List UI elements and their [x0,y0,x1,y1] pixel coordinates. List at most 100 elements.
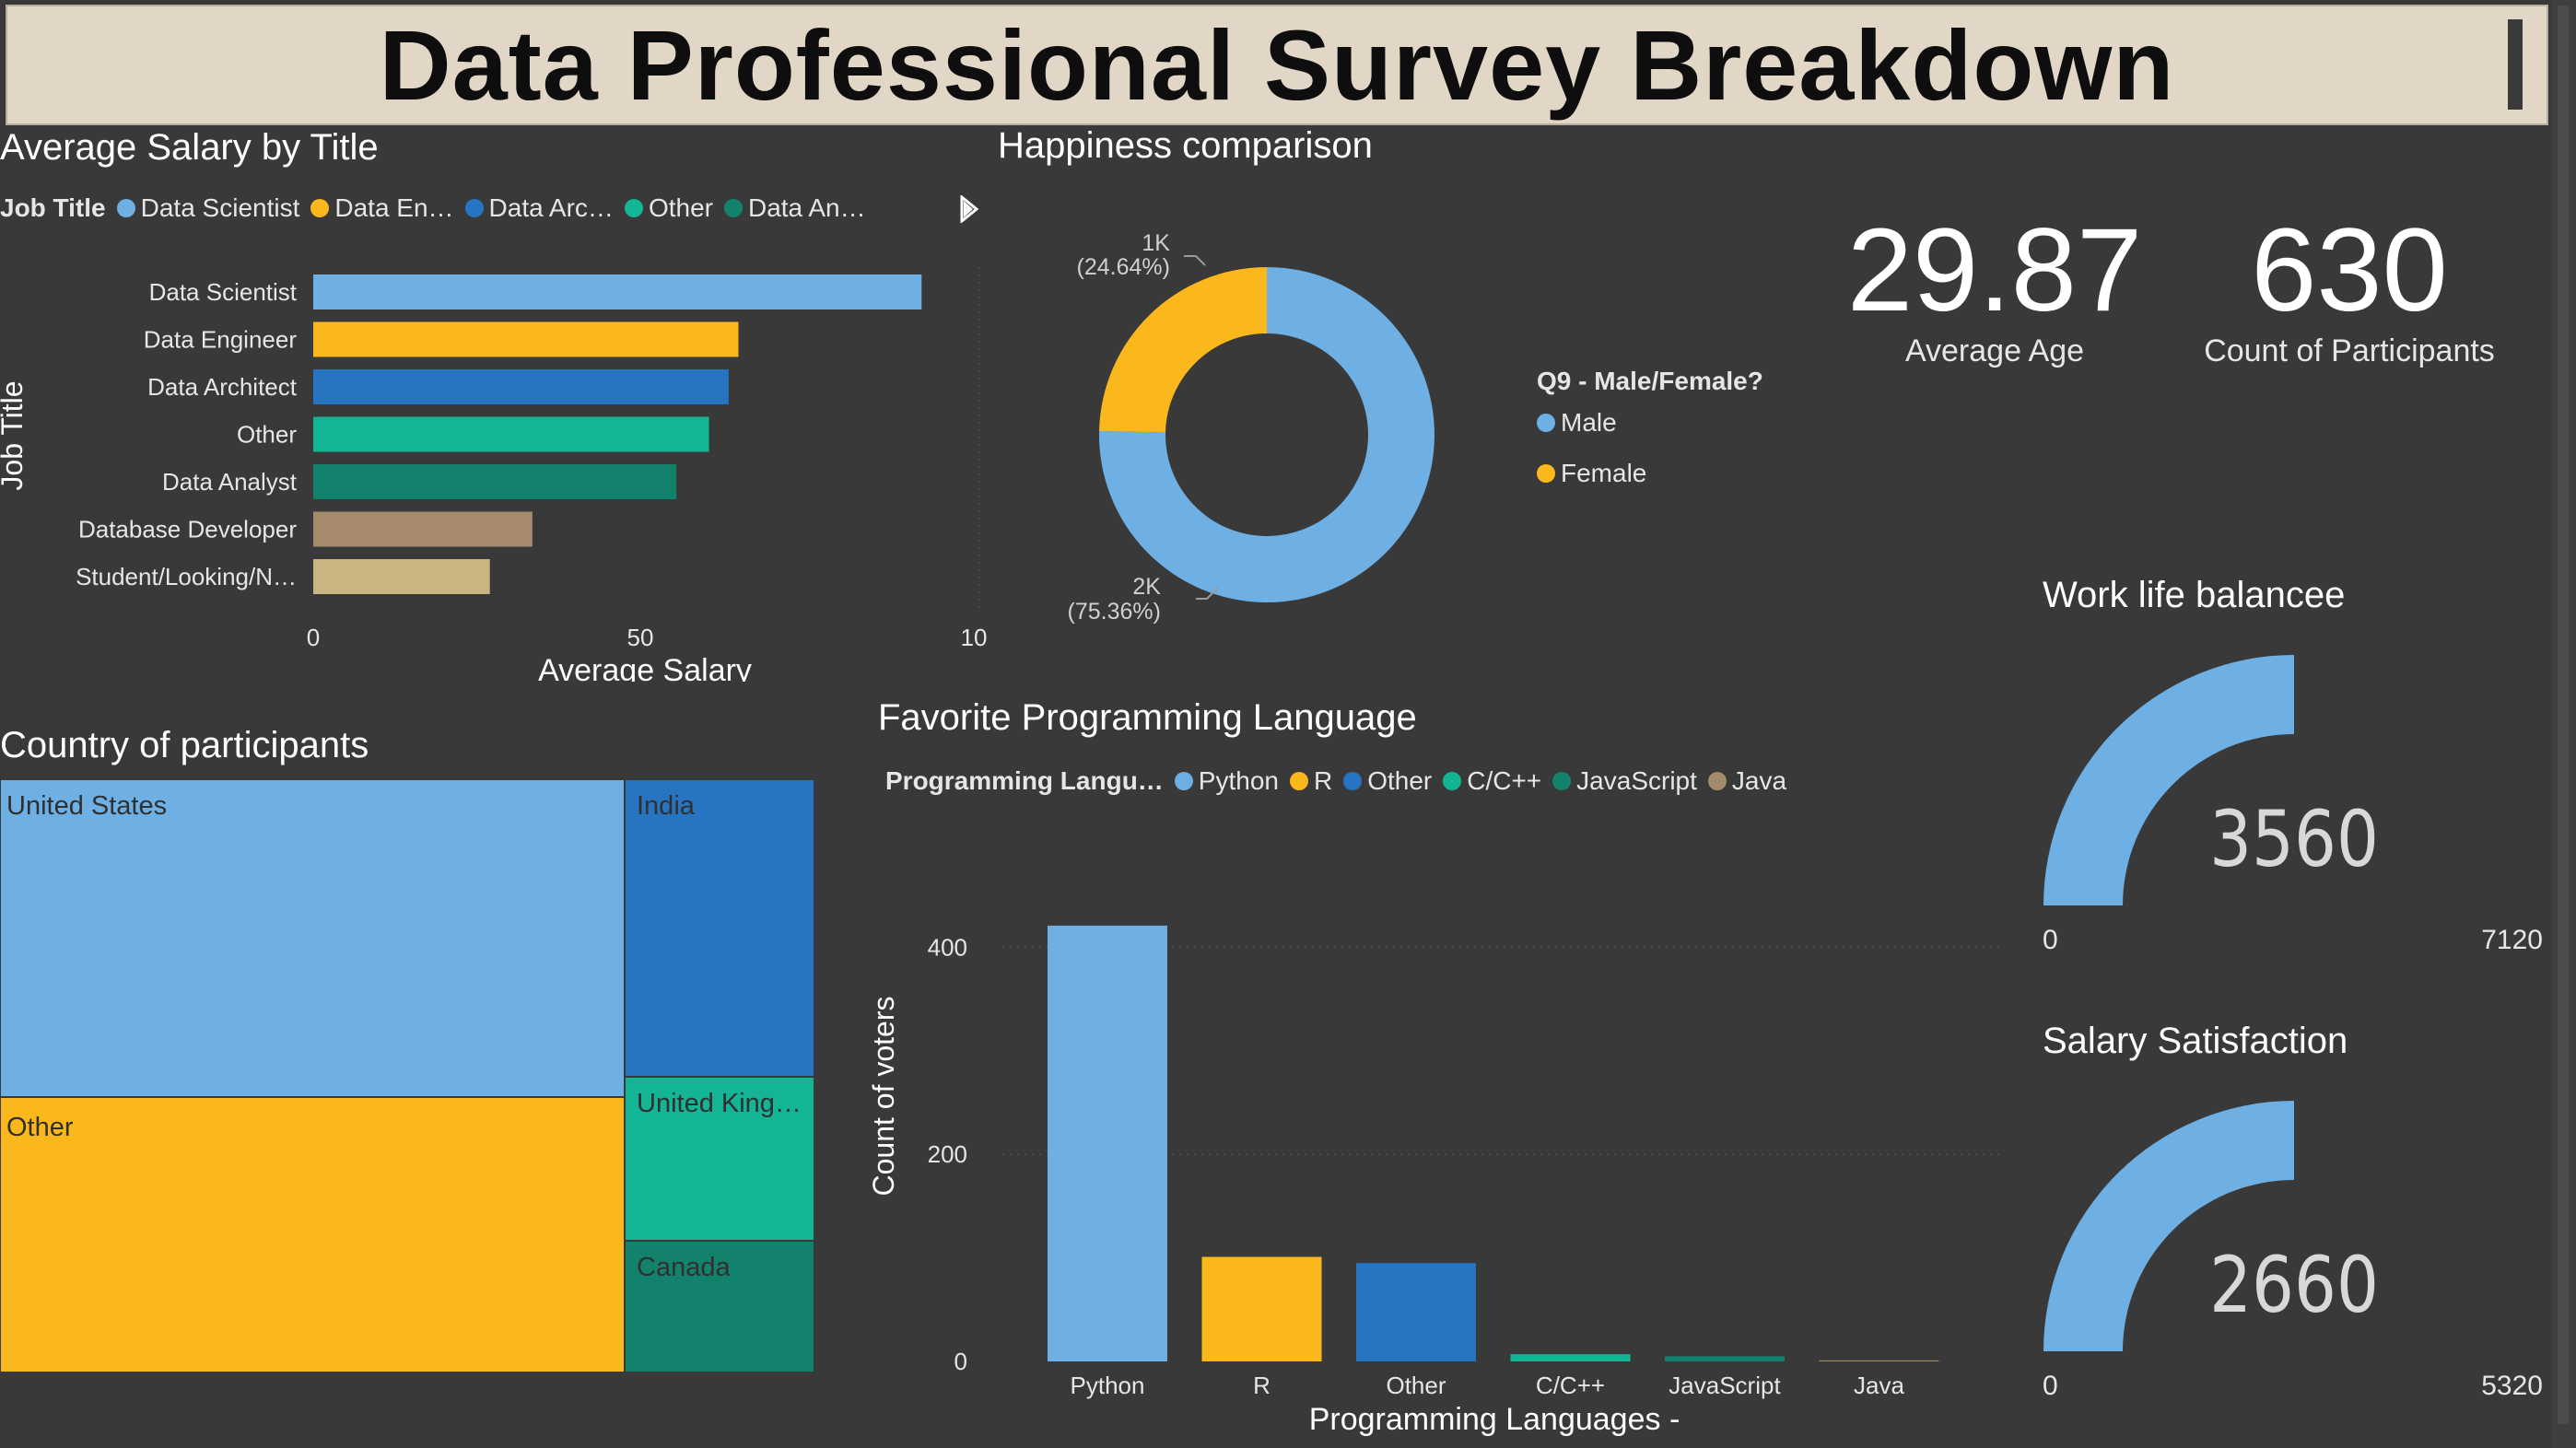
salary-legend-dot [464,199,484,217]
language-chart-legend: Programming Langu… Python R Other C/C++ Java… [885,766,1797,796]
language-x-tick: JavaScript [1669,1372,1781,1399]
language-legend-dot [1443,772,1462,790]
salary-legend-item-data-scientist[interactable]: Data Scientist [116,193,299,223]
salary-legend-item-data-arc[interactable]: Data Arc… [464,193,614,223]
salary-legend-label: Data Arc… [488,193,614,222]
language-legend-item-python[interactable]: Python [1174,766,1279,796]
work-life-balance-gauge: 3560 0 7120 [2043,655,2543,955]
language-legend-item-other[interactable]: Other [1343,766,1432,796]
treemap-label-india: India [637,791,695,821]
work-life-gauge-value: 3560 [2209,795,2379,885]
donut-label-percent: (75.36%) [1068,599,1161,625]
salary-category-label: Data Engineer [144,326,298,354]
salary-legend-item-data-an[interactable]: Data An… [723,193,866,223]
treemap-label-canada: Canada [637,1253,731,1282]
treemap-label-other: Other [6,1113,74,1142]
salary-legend-dot [723,199,743,217]
salary-x-tick: 10 [961,624,988,651]
language-legend-item-c-c[interactable]: C/C++ [1443,766,1541,796]
treemap-label-united-states: United States [6,791,168,821]
language-legend-item-javascript[interactable]: JavaScript [1552,766,1697,796]
donut-label-value: 2K [1132,574,1161,600]
language-legend-dot [1552,772,1572,790]
salary-x-tick: 50 [627,624,654,651]
salary-legend-item-data-en[interactable]: Data En… [310,193,454,223]
legend-label-male: Male [1561,408,1617,437]
salary-category-label: Student/Looking/N… [76,563,297,590]
salary-legend-dot [116,199,135,217]
language-legend-item-r[interactable]: R [1289,766,1332,796]
salary-y-axis-title: Job Title [0,380,29,490]
treemap-tile-united-states[interactable]: United States [0,779,625,1097]
salary-gauge-title: Salary Satisfaction [2043,1021,2348,1061]
work-life-gauge-title: Work life balancee [2043,575,2346,615]
report-title-banner: Data Professional Survey Breakdown [6,5,2548,125]
language-bar-python [1048,925,1167,1361]
treemap-label-united-kingdom: United King… [637,1089,802,1118]
salary-chart-title: Average Salary by Title [0,127,379,168]
salary-satisfaction-gauge-min: 0 [2043,1371,2058,1401]
language-y-tick: 400 [928,933,967,961]
salary-chart-legend: Job Title Data Scientist Data En… Data Arc… [0,193,877,223]
happiness-donut-chart: 1K(24.64%) 2K(75.36%) [1068,230,1434,625]
language-x-tick: C/C++ [1536,1372,1605,1399]
language-bar-javascript [1665,1356,1785,1361]
salary-legend-item-other[interactable]: Other [624,193,713,223]
banner-scroll-thumb[interactable] [2508,19,2523,110]
treemap-tile-canada[interactable]: Canada [625,1241,814,1372]
language-legend-label: Java [1731,766,1787,795]
language-legend-dot [1289,772,1308,790]
salary-category-label: Database Developer [78,516,297,543]
donut-slice-male [1099,267,1434,602]
average-age-label: Average Age [1904,333,2085,368]
language-bar-other [1356,1263,1476,1361]
language-x-axis-title: Programming Languages - [1309,1402,1680,1437]
country-chart-title: Country of participants [0,725,369,765]
salary-bar-data-architect [313,369,729,404]
salary-category-label: Data Analyst [162,468,298,496]
page-scrollbar[interactable] [2552,0,2576,1448]
language-bar-c-c [1510,1354,1631,1361]
treemap-tile-united-kingdom[interactable]: United King… [625,1077,814,1241]
salary-satisfaction-gauge-fill [2043,1101,2294,1351]
language-legend-label: JavaScript [1576,766,1697,795]
page-title: Data Professional Survey Breakdown [379,9,2175,121]
salary-bar-database-developer [313,511,533,547]
language-legend-item-java[interactable]: Java [1707,766,1787,796]
salary-bar-data-scientist [313,274,922,309]
gender-legend-title: Q9 - Male/Female? [1537,367,1763,396]
salary-satisfaction-gauge-value: 2660 [2209,1241,2379,1331]
legend-item-female[interactable]: Female [1537,459,1646,488]
participants-count-value: 630 [2251,204,2448,336]
treemap-tile-india[interactable]: India [625,779,814,1077]
work-life-gauge-max: 7120 [2481,925,2543,955]
salary-x-tick: 0 [307,624,320,651]
work-life-gauge-fill [2043,655,2294,905]
legend-item-male[interactable]: Male [1537,408,1617,438]
language-y-tick: 0 [954,1348,967,1375]
language-x-tick: R [1253,1372,1270,1399]
salary-bar-student-looking-n [313,559,490,594]
language-legend-label: Other [1367,766,1433,795]
legend-next-arrow-icon[interactable] [958,193,980,228]
language-legend-label: Python [1198,766,1279,795]
participants-count-label: Count of Participants [2204,333,2495,368]
language-x-tick: Python [1071,1372,1145,1399]
work-life-gauge-min: 0 [2043,925,2058,955]
language-legend-dot [1343,772,1363,790]
salary-satisfaction-gauge-max: 5320 [2481,1371,2543,1401]
donut-label-value: 1K [1142,230,1170,256]
country-treemap: United States Other India United King… C… [0,779,814,1372]
gender-legend-title-text: Q9 - Male/Female? [1537,367,1763,395]
salary-legend-dot [624,199,643,217]
treemap-tile-other[interactable]: Other [0,1097,625,1372]
salary-legend-label: Data An… [747,193,866,222]
legend-dot-female [1537,464,1555,483]
salary-bar-chart: Job Title Data Scientist Data Engineer Data… [0,267,988,682]
donut-leader-line [1196,587,1219,600]
page-scrollbar-thumb[interactable] [2558,6,2569,1424]
salary-category-label: Data Scientist [149,278,298,306]
salary-category-label: Other [237,421,297,449]
donut-slice-female [1099,267,1267,433]
salary-bar-data-engineer [313,321,739,357]
